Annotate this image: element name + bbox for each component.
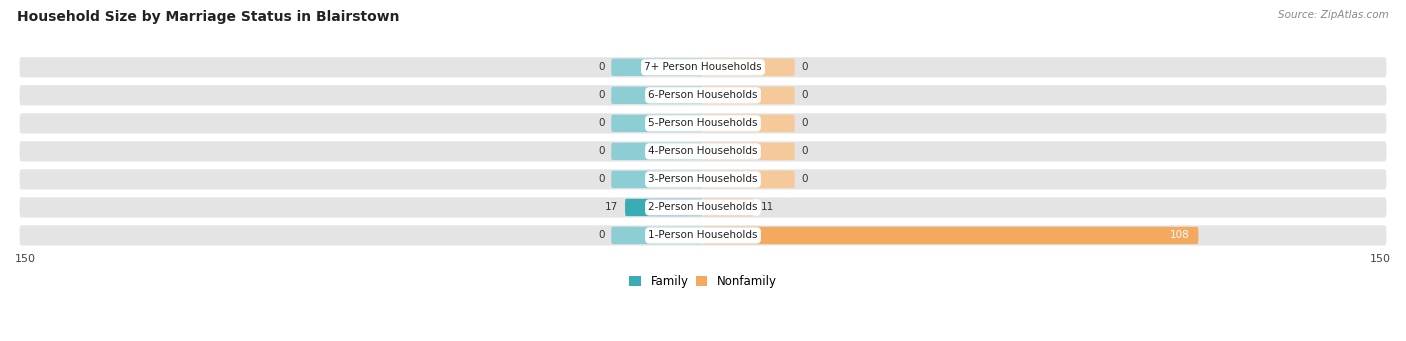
FancyBboxPatch shape [703, 115, 794, 132]
FancyBboxPatch shape [626, 199, 703, 216]
Text: 0: 0 [598, 146, 605, 157]
Text: 4-Person Households: 4-Person Households [648, 146, 758, 157]
Text: 1-Person Households: 1-Person Households [648, 231, 758, 240]
Text: Source: ZipAtlas.com: Source: ZipAtlas.com [1278, 10, 1389, 20]
FancyBboxPatch shape [20, 85, 1386, 105]
Text: 7+ Person Households: 7+ Person Households [644, 62, 762, 72]
FancyBboxPatch shape [612, 171, 703, 188]
Text: 0: 0 [598, 118, 605, 128]
Text: 0: 0 [598, 90, 605, 100]
FancyBboxPatch shape [20, 141, 1386, 162]
Text: 6-Person Households: 6-Person Households [648, 90, 758, 100]
Text: 0: 0 [801, 62, 808, 72]
Text: 150: 150 [15, 254, 37, 264]
Text: 11: 11 [761, 203, 773, 212]
Text: 0: 0 [801, 90, 808, 100]
FancyBboxPatch shape [703, 143, 794, 160]
Text: 0: 0 [598, 174, 605, 184]
FancyBboxPatch shape [703, 227, 1198, 244]
Text: 0: 0 [801, 146, 808, 157]
FancyBboxPatch shape [20, 169, 1386, 190]
Text: 0: 0 [801, 118, 808, 128]
FancyBboxPatch shape [612, 115, 703, 132]
FancyBboxPatch shape [20, 57, 1386, 77]
FancyBboxPatch shape [612, 143, 703, 160]
Text: Household Size by Marriage Status in Blairstown: Household Size by Marriage Status in Bla… [17, 10, 399, 24]
FancyBboxPatch shape [703, 171, 794, 188]
FancyBboxPatch shape [20, 225, 1386, 246]
Text: 150: 150 [1369, 254, 1391, 264]
Text: 3-Person Households: 3-Person Households [648, 174, 758, 184]
FancyBboxPatch shape [703, 59, 794, 76]
Text: 0: 0 [598, 231, 605, 240]
FancyBboxPatch shape [20, 113, 1386, 133]
Legend: Family, Nonfamily: Family, Nonfamily [624, 270, 782, 293]
FancyBboxPatch shape [612, 87, 703, 104]
FancyBboxPatch shape [612, 59, 703, 76]
FancyBboxPatch shape [703, 199, 754, 216]
FancyBboxPatch shape [20, 197, 1386, 218]
FancyBboxPatch shape [703, 87, 794, 104]
Text: 0: 0 [801, 174, 808, 184]
Text: 2-Person Households: 2-Person Households [648, 203, 758, 212]
Text: 17: 17 [605, 203, 619, 212]
Text: 0: 0 [598, 62, 605, 72]
Text: 5-Person Households: 5-Person Households [648, 118, 758, 128]
FancyBboxPatch shape [612, 227, 703, 244]
Text: 108: 108 [1170, 231, 1189, 240]
